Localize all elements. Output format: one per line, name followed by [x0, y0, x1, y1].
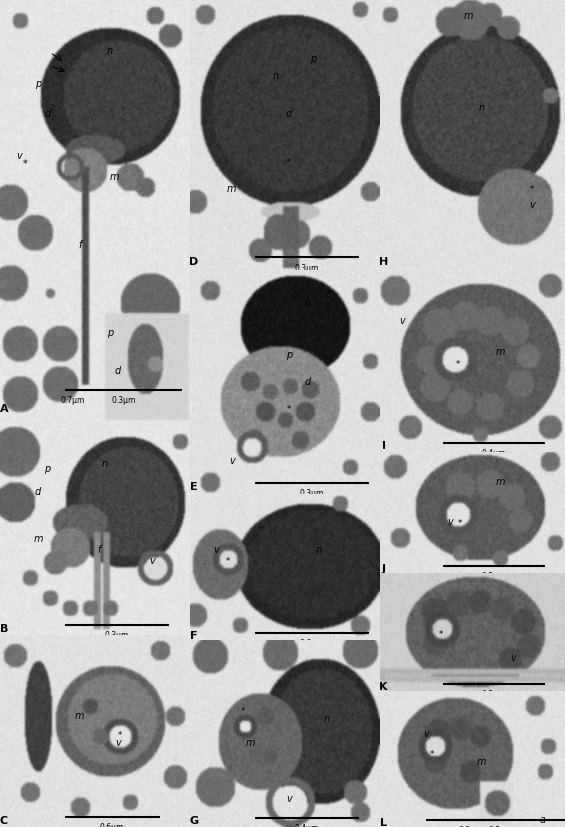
Text: p: p	[107, 328, 114, 338]
Text: 0.4μm: 0.4μm	[295, 824, 319, 827]
Text: 0.3μm: 0.3μm	[488, 825, 512, 827]
Text: m: m	[464, 12, 473, 22]
Text: *: *	[286, 404, 291, 414]
Text: 0.3μm: 0.3μm	[481, 572, 506, 581]
Text: p: p	[35, 79, 41, 89]
Text: d: d	[35, 487, 41, 497]
Text: n: n	[479, 103, 485, 113]
Text: *: *	[226, 557, 230, 566]
Text: 0.6μm: 0.6μm	[100, 824, 124, 827]
Text: m: m	[477, 757, 486, 767]
Text: n: n	[305, 299, 311, 308]
Text: *: *	[286, 158, 291, 167]
Text: m: m	[496, 477, 505, 487]
Text: F: F	[190, 631, 198, 641]
Text: K: K	[380, 682, 388, 692]
Text: *: *	[429, 750, 434, 759]
Text: f: f	[78, 240, 81, 250]
Text: n: n	[272, 70, 279, 81]
Text: v: v	[16, 151, 22, 161]
Text: d: d	[286, 108, 292, 118]
Text: *: *	[458, 519, 462, 528]
Text: E: E	[190, 482, 198, 492]
Text: n: n	[107, 45, 113, 55]
Text: v: v	[229, 456, 234, 466]
Text: 0.6μm: 0.6μm	[299, 638, 324, 648]
Text: 0.3μm: 0.3μm	[105, 631, 129, 640]
Text: v: v	[149, 556, 155, 566]
Text: n: n	[324, 714, 330, 724]
Text: 0.3μm: 0.3μm	[481, 691, 506, 699]
Text: D: D	[189, 257, 198, 267]
Text: v: v	[510, 653, 516, 662]
Text: 0.3μm: 0.3μm	[299, 490, 324, 498]
Text: *: *	[118, 730, 122, 739]
Text: v: v	[115, 738, 121, 748]
Text: m: m	[227, 184, 237, 194]
Text: n: n	[102, 459, 107, 470]
Text: I: I	[382, 442, 386, 452]
Text: *: *	[241, 707, 245, 716]
Text: m: m	[496, 347, 505, 357]
Text: v: v	[423, 729, 429, 739]
Text: d: d	[305, 377, 311, 387]
Text: v: v	[447, 517, 453, 527]
Text: 0.7μm: 0.7μm	[60, 396, 84, 405]
Text: *: *	[439, 629, 443, 638]
Text: p: p	[310, 55, 316, 65]
Text: m: m	[33, 534, 43, 544]
Text: *: *	[23, 160, 27, 170]
Text: 0.4μm: 0.4μm	[481, 448, 506, 457]
Text: p: p	[45, 464, 51, 474]
Text: v: v	[529, 200, 534, 210]
Text: f: f	[97, 545, 101, 555]
Text: v: v	[399, 316, 405, 326]
Text: 0.3μm: 0.3μm	[111, 396, 136, 405]
Text: m: m	[109, 172, 119, 182]
Text: *: *	[455, 361, 460, 369]
Text: n: n	[316, 545, 322, 555]
Text: *: *	[529, 184, 534, 194]
Text: p: p	[286, 351, 292, 361]
Text: a: a	[540, 815, 546, 825]
Text: L: L	[380, 818, 387, 827]
Text: v: v	[214, 545, 219, 555]
Text: d: d	[115, 366, 121, 376]
Text: 0.3μm: 0.3μm	[295, 264, 319, 273]
Text: J: J	[382, 564, 386, 574]
Text: H: H	[379, 257, 388, 267]
Text: v: v	[286, 794, 292, 804]
Text: G: G	[189, 816, 198, 826]
Text: A: A	[0, 404, 8, 414]
Text: B: B	[0, 624, 8, 634]
Text: C: C	[0, 816, 8, 826]
Text: m: m	[75, 711, 85, 721]
Text: m: m	[246, 738, 255, 748]
Text: d: d	[45, 109, 51, 119]
Text: 0.3μm: 0.3μm	[458, 825, 483, 827]
